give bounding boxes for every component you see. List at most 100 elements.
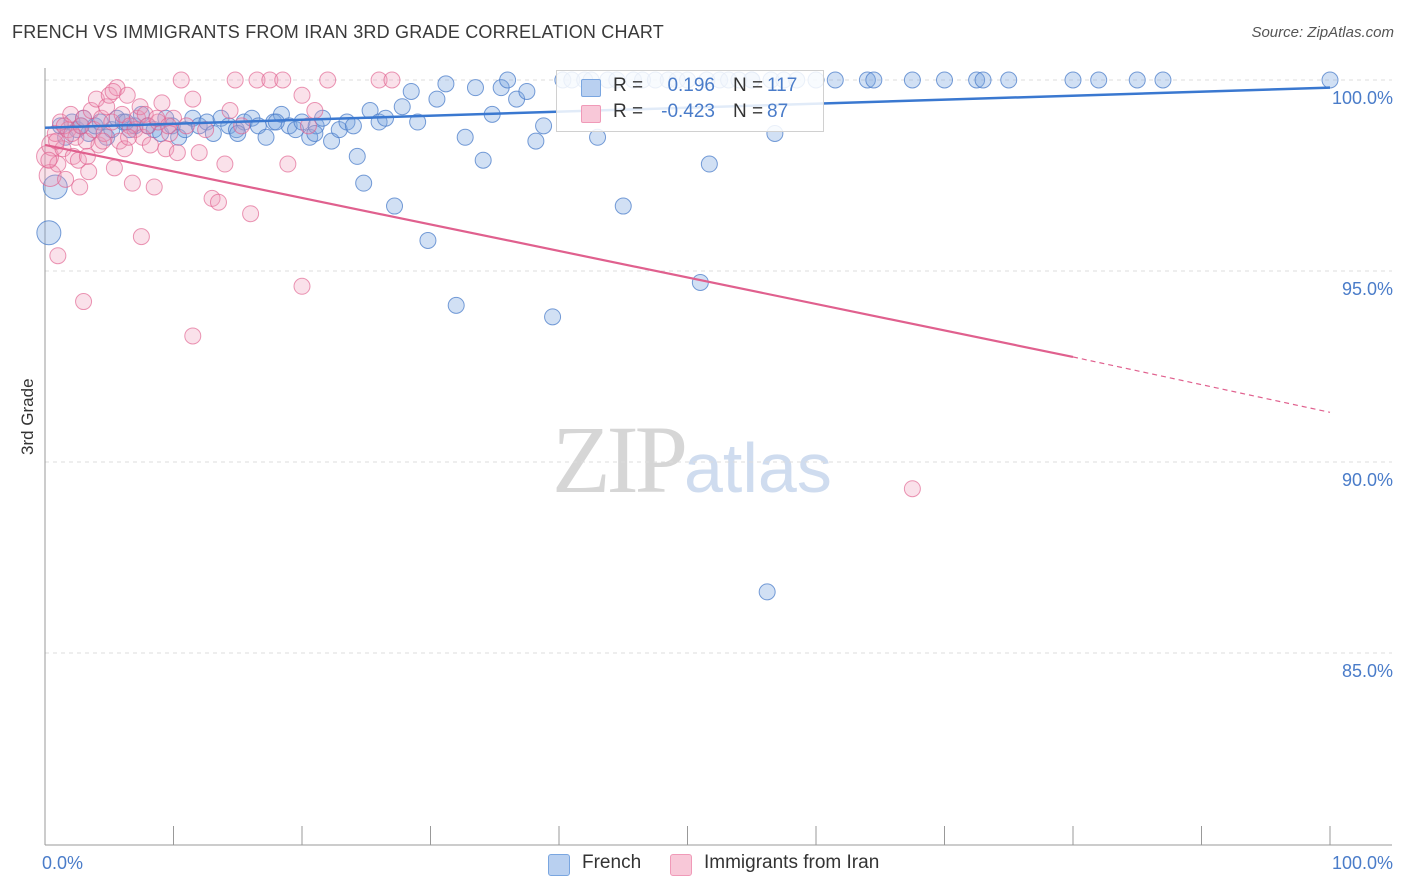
y-tick-label: 95.0% <box>1342 279 1393 299</box>
french-point <box>865 71 883 89</box>
iran-point <box>141 136 159 154</box>
iran-point <box>78 147 96 165</box>
iran-point <box>299 117 317 135</box>
legend-row-iran: R = -0.423 N = 87 <box>557 101 823 127</box>
french-point <box>758 583 776 601</box>
iran-point <box>306 102 324 120</box>
x-tick-label: 100.0% <box>1332 853 1393 873</box>
french-point <box>447 296 465 314</box>
iran-point <box>120 128 138 146</box>
french-point <box>968 71 986 89</box>
french-point <box>826 71 844 89</box>
french-point <box>936 71 953 89</box>
legend-r-label: R = <box>613 101 644 122</box>
french-point <box>499 71 517 89</box>
iran-point <box>71 178 89 196</box>
stats-legend: R = 0.196 N = 117 R = -0.423 N = 87 <box>556 70 824 132</box>
iran-point <box>57 170 75 188</box>
legend-label-iran: Immigrants from Iran <box>704 852 880 873</box>
legend-n-value-french: 117 <box>767 75 798 96</box>
legend-r-value-iran: -0.423 <box>661 101 715 122</box>
french-point <box>355 174 373 192</box>
iran-point <box>118 86 136 104</box>
french-point <box>903 71 921 89</box>
french-point <box>36 220 62 246</box>
watermark: ZIPatlas <box>552 404 832 515</box>
y-tick-label: 100.0% <box>1332 88 1393 108</box>
legend-r-value-french: 0.196 <box>667 75 715 96</box>
legend-label-french: French <box>582 852 642 873</box>
iran-point <box>94 132 112 150</box>
iran-point <box>104 82 122 100</box>
iran-point <box>153 94 171 112</box>
french-point <box>267 113 285 131</box>
data-points <box>36 71 1339 601</box>
iran-point <box>145 178 163 196</box>
y-tick-label: 85.0% <box>1342 661 1393 681</box>
french-point <box>700 155 718 173</box>
iran-point <box>168 144 186 162</box>
iran-point <box>159 117 177 135</box>
iran-point <box>293 86 311 104</box>
iran-point <box>75 293 93 311</box>
french-point <box>402 82 420 100</box>
watermark-atlas: atlas <box>684 429 832 507</box>
iran-point <box>209 193 227 211</box>
iran-point <box>370 71 388 89</box>
french-point <box>257 128 275 146</box>
legend-swatch-french <box>581 79 601 97</box>
iran-point <box>242 205 260 223</box>
series-legend: French Immigrants from Iran <box>0 852 1406 880</box>
watermark-zip: ZIP <box>552 406 688 513</box>
french-point <box>466 79 484 97</box>
iran-point <box>190 144 208 162</box>
iran-point <box>63 124 81 142</box>
french-point <box>348 147 366 165</box>
chart-title: FRENCH VS IMMIGRANTS FROM IRAN 3RD GRADE… <box>12 22 664 42</box>
iran-trend-line <box>44 143 1074 359</box>
y-tick-label: 90.0% <box>1342 470 1393 490</box>
iran-point <box>80 163 98 181</box>
tick-labels: 100.0% 95.0% 90.0% 85.0% 0.0% 100.0% <box>42 88 1393 873</box>
french-point <box>386 197 404 215</box>
french-point <box>974 71 992 89</box>
french-point <box>691 273 709 291</box>
iran-point <box>383 71 401 89</box>
french-point <box>1000 71 1018 89</box>
french-point <box>518 82 536 100</box>
iran-point <box>261 71 279 89</box>
french-point <box>419 231 437 249</box>
french-point <box>456 128 474 146</box>
iran-point <box>184 90 202 108</box>
iran-point <box>274 71 292 89</box>
french-point <box>535 117 553 135</box>
french-point <box>204 124 222 142</box>
french-point <box>229 124 247 142</box>
french-point <box>393 98 411 116</box>
iran-point <box>40 151 58 169</box>
french-point <box>614 197 632 215</box>
iran-point <box>319 71 337 89</box>
french-point <box>1064 71 1082 89</box>
source-credit: Source: ZipAtlas.com <box>1251 24 1394 41</box>
iran-point <box>132 228 150 246</box>
iran-point <box>123 174 141 192</box>
axes <box>44 68 1392 846</box>
french-point <box>1090 71 1108 89</box>
iran-point <box>49 155 67 173</box>
french-point <box>344 117 362 135</box>
iran-point <box>216 155 234 173</box>
iran-point <box>48 132 66 150</box>
french-point <box>527 132 545 150</box>
iran-point <box>177 117 195 135</box>
iran-point <box>172 71 190 89</box>
iran-point <box>226 71 244 89</box>
french-point <box>1154 71 1172 89</box>
x-tick-label: 0.0% <box>42 853 83 873</box>
legend-swatch-iran <box>581 105 601 123</box>
iran-point <box>221 102 239 120</box>
iran-point <box>248 71 266 89</box>
french-point <box>437 75 455 93</box>
legend-n-value-iran: 87 <box>767 101 789 122</box>
